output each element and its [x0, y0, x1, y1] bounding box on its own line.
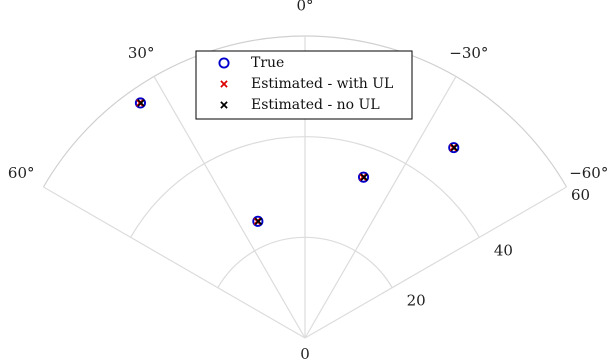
legend-label: True: [251, 55, 284, 71]
legend: True Estimated - with UL Estimated - no UL: [195, 50, 413, 120]
point-series-2-2: [360, 173, 368, 181]
legend-label: Estimated - with UL: [251, 76, 393, 92]
r-tick-label: 0: [300, 345, 310, 362]
theta-tick-label: −30°: [449, 44, 488, 62]
grid-radial-30: [153, 76, 306, 339]
grid-arc-60: [42, 35, 568, 188]
grid-radial--60: [304, 186, 567, 339]
point-series-2-1-stroke-b: [254, 217, 263, 226]
polar-grid: [42, 35, 568, 339]
point-series-2-3: [450, 143, 459, 152]
r-tick-label: 60: [571, 186, 590, 204]
polar-tick-labels: 60° 30° 0° −30° −60° 0 20 40 60: [8, 0, 608, 362]
point-series-2-0-stroke-b: [137, 99, 145, 107]
point-series-0-1: [252, 215, 264, 227]
grid-radial--30: [304, 76, 457, 339]
r-tick-label: 40: [494, 241, 513, 259]
legend-marker-1: [220, 80, 228, 88]
theta-tick-label: 0°: [296, 0, 313, 14]
legend-box: [195, 50, 413, 120]
theta-tick-label: 30°: [128, 44, 155, 62]
legend-marker-2: [220, 101, 228, 109]
point-series-0-2: [357, 171, 370, 183]
r-tick-label: 20: [407, 292, 426, 310]
data-points: [134, 97, 460, 227]
legend-marker-1-stroke-b: [220, 80, 228, 88]
theta-tick-label: −60°: [569, 164, 608, 182]
legend-marker-2-stroke-b: [220, 101, 228, 109]
point-series-2-2-stroke-b: [360, 173, 368, 181]
point-series-2-1: [254, 217, 263, 226]
legend-label: Estimated - no UL: [251, 97, 380, 113]
point-series-2-0: [137, 99, 145, 107]
point-series-0-3: [448, 142, 460, 154]
point-series-0-0: [134, 97, 146, 109]
grid-radial-60: [43, 186, 306, 339]
theta-tick-label: 60°: [8, 164, 35, 182]
legend-marker-0: [218, 57, 230, 69]
point-series-2-3-stroke-b: [450, 143, 459, 152]
